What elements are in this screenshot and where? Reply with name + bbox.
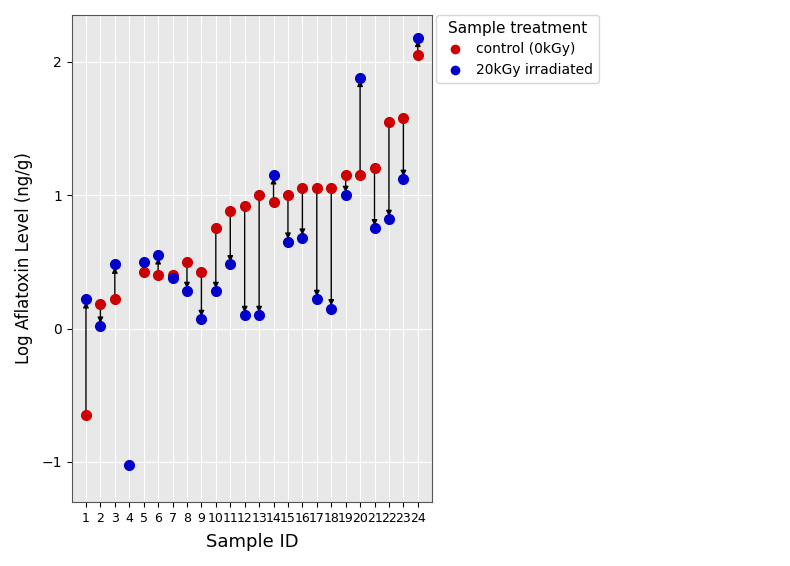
X-axis label: Sample ID: Sample ID [205, 533, 298, 551]
Y-axis label: Log Aflatoxin Level (ng/g): Log Aflatoxin Level (ng/g) [15, 152, 33, 365]
Legend: control (0kGy), 20kGy irradiated: control (0kGy), 20kGy irradiated [436, 15, 599, 83]
